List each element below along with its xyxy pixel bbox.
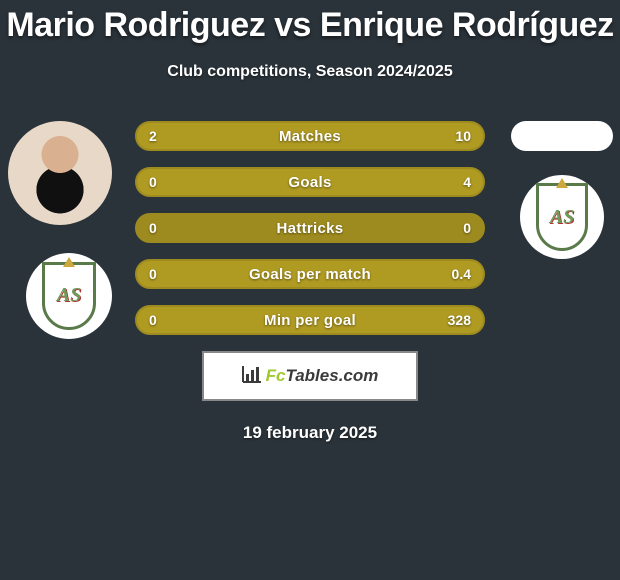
date-text: 19 february 2025 [0,423,620,443]
stat-label: Goals per match [183,266,437,283]
brand-box[interactable]: FcTables.com [202,351,418,401]
stat-label: Min per goal [183,312,437,329]
bar-chart-icon [242,365,262,388]
crest-text: AS [57,284,81,307]
brand-prefix: Fc [266,366,286,385]
brand-suffix: Tables.com [285,366,378,385]
page-title: Mario Rodriguez vs Enrique Rodríguez [0,0,620,45]
stat-value-right: 4 [437,174,483,190]
stat-value-left: 0 [137,312,183,328]
stat-label: Goals [183,174,437,191]
stat-row: 0Goals per match0.4 [135,259,485,289]
stat-value-left: 0 [137,266,183,282]
stat-value-left: 0 [137,174,183,190]
stat-value-left: 2 [137,128,183,144]
stat-value-right: 10 [437,128,483,144]
stat-label: Hattricks [183,220,437,237]
subtitle: Club competitions, Season 2024/2025 [0,63,620,81]
crest-text: AS [550,206,574,229]
stat-row: 0Min per goal328 [135,305,485,335]
stat-value-left: 0 [137,220,183,236]
stat-value-right: 328 [437,312,483,328]
stat-value-right: 0 [437,220,483,236]
stat-row: 0Hattricks0 [135,213,485,243]
stats-list: 2Matches100Goals40Hattricks00Goals per m… [135,121,485,335]
stat-label: Matches [183,128,437,145]
right-player-avatar [511,121,613,151]
stat-row: 0Goals4 [135,167,485,197]
left-player-avatar [8,121,112,225]
shield-icon: AS [536,183,588,250]
stat-row: 2Matches10 [135,121,485,151]
person-icon [24,131,97,214]
brand-text: FcTables.com [266,366,379,386]
left-club-crest: AS [26,253,112,339]
shield-icon: AS [42,262,95,331]
right-club-crest: AS [520,175,604,259]
comparison-area: AS AS 2Matches100Goals40Hattricks00Goals… [0,121,620,443]
stat-value-right: 0.4 [437,266,483,282]
